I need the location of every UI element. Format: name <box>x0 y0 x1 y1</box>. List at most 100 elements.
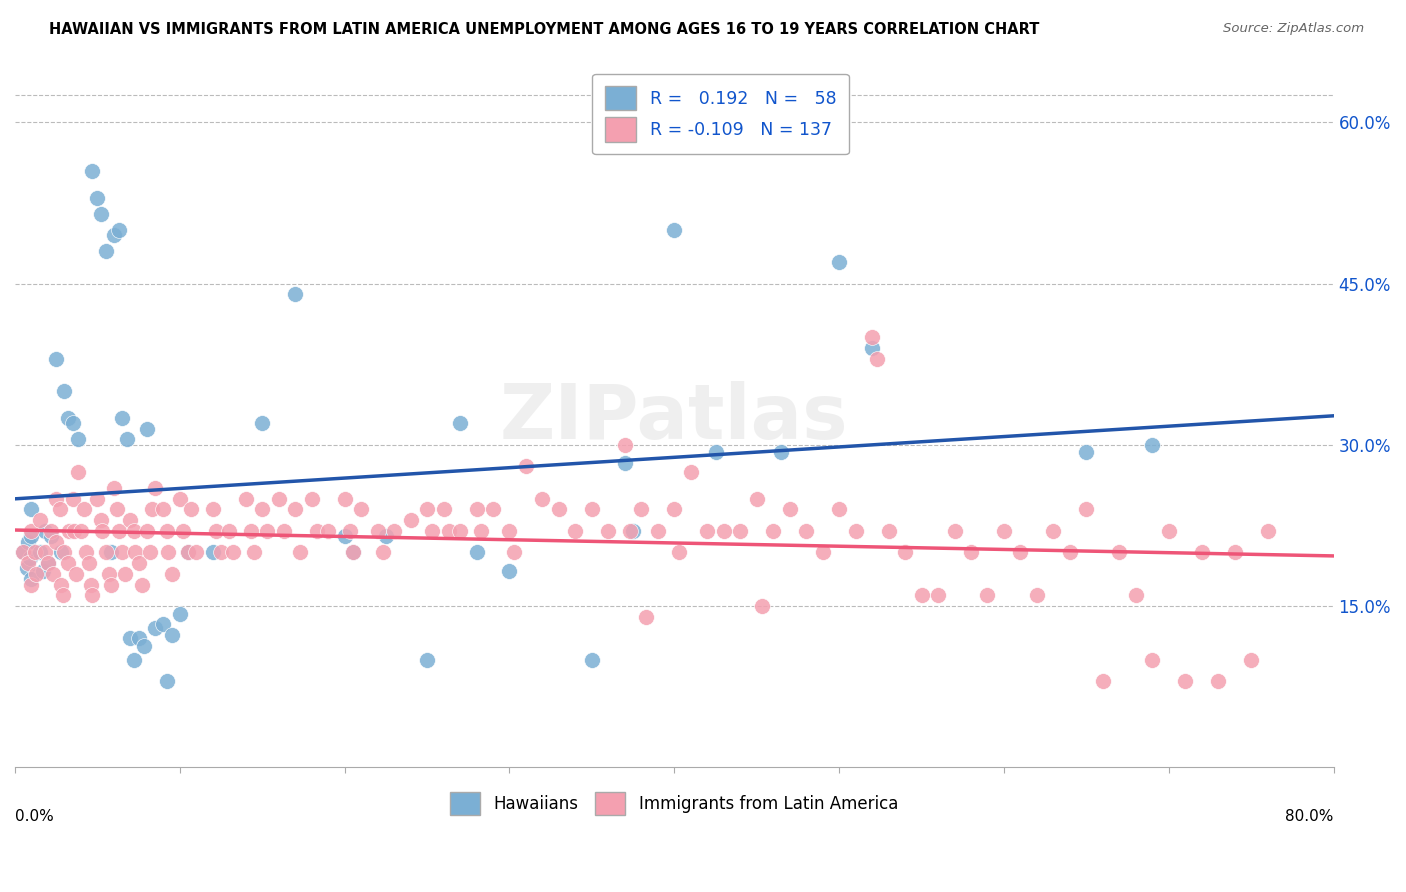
Point <box>877 524 900 538</box>
Point <box>845 524 868 538</box>
Point <box>339 524 361 538</box>
Point <box>437 524 460 538</box>
Point <box>82 163 104 178</box>
Point <box>751 599 773 613</box>
Point <box>1206 674 1229 689</box>
Point <box>465 502 488 516</box>
Point <box>177 545 200 559</box>
Point <box>45 534 67 549</box>
Point <box>186 545 208 559</box>
Point <box>1059 545 1081 559</box>
Point <box>201 502 224 516</box>
Point <box>420 524 443 538</box>
Point <box>273 524 295 538</box>
Point <box>239 524 262 538</box>
Point <box>20 577 42 591</box>
Point <box>128 556 150 570</box>
Point <box>284 502 307 516</box>
Point <box>860 330 883 344</box>
Point <box>976 588 998 602</box>
Point <box>728 524 751 538</box>
Point <box>115 433 138 447</box>
Point <box>564 524 586 538</box>
Point <box>49 577 72 591</box>
Point <box>53 545 76 559</box>
Point <box>122 653 145 667</box>
Point <box>111 545 134 559</box>
Point <box>416 502 439 516</box>
Point <box>80 577 103 591</box>
Point <box>745 491 768 506</box>
Point <box>156 674 179 689</box>
Point <box>32 564 55 578</box>
Point <box>66 433 89 447</box>
Point <box>1157 524 1180 538</box>
Point <box>1174 674 1197 689</box>
Point <box>75 545 97 559</box>
Point <box>97 566 120 581</box>
Point <box>180 502 202 516</box>
Point <box>20 529 42 543</box>
Point <box>1091 674 1114 689</box>
Point <box>169 607 191 621</box>
Point <box>90 513 112 527</box>
Point <box>636 609 658 624</box>
Point <box>73 502 96 516</box>
Point <box>619 524 641 538</box>
Text: 80.0%: 80.0% <box>1285 809 1334 824</box>
Point <box>960 545 983 559</box>
Point <box>382 524 405 538</box>
Point <box>100 577 122 591</box>
Text: HAWAIIAN VS IMMIGRANTS FROM LATIN AMERICA UNEMPLOYMENT AMONG AGES 16 TO 19 YEARS: HAWAIIAN VS IMMIGRANTS FROM LATIN AMERIC… <box>49 22 1039 37</box>
Point <box>18 550 41 565</box>
Point <box>1076 445 1098 459</box>
Point <box>713 524 735 538</box>
Point <box>350 502 373 516</box>
Point <box>1240 653 1263 667</box>
Point <box>1010 545 1032 559</box>
Point <box>62 491 84 506</box>
Point <box>28 545 51 559</box>
Point <box>100 545 122 559</box>
Point <box>1076 502 1098 516</box>
Point <box>449 417 471 431</box>
Point <box>218 524 240 538</box>
Point <box>342 545 364 559</box>
Point <box>581 502 603 516</box>
Point <box>108 223 131 237</box>
Point <box>156 524 179 538</box>
Point <box>482 502 505 516</box>
Point <box>1257 524 1279 538</box>
Point <box>371 545 394 559</box>
Point <box>342 545 364 559</box>
Point <box>598 524 620 538</box>
Point <box>13 545 35 559</box>
Point <box>828 502 851 516</box>
Point <box>201 545 224 559</box>
Point <box>120 632 142 646</box>
Point <box>613 438 636 452</box>
Point <box>1125 588 1147 602</box>
Point <box>267 491 290 506</box>
Point <box>49 545 72 559</box>
Point <box>288 545 311 559</box>
Point <box>103 481 125 495</box>
Point <box>28 513 51 527</box>
Point <box>120 513 142 527</box>
Point <box>794 524 817 538</box>
Point <box>37 556 59 570</box>
Point <box>66 465 89 479</box>
Point <box>108 524 131 538</box>
Point <box>160 628 183 642</box>
Point <box>94 545 117 559</box>
Point <box>664 223 686 237</box>
Point <box>209 545 232 559</box>
Point <box>17 534 39 549</box>
Point <box>135 422 157 436</box>
Point <box>696 524 718 538</box>
Point <box>37 556 59 570</box>
Point <box>910 588 932 602</box>
Point <box>1142 653 1164 667</box>
Point <box>252 502 274 516</box>
Point <box>770 445 793 459</box>
